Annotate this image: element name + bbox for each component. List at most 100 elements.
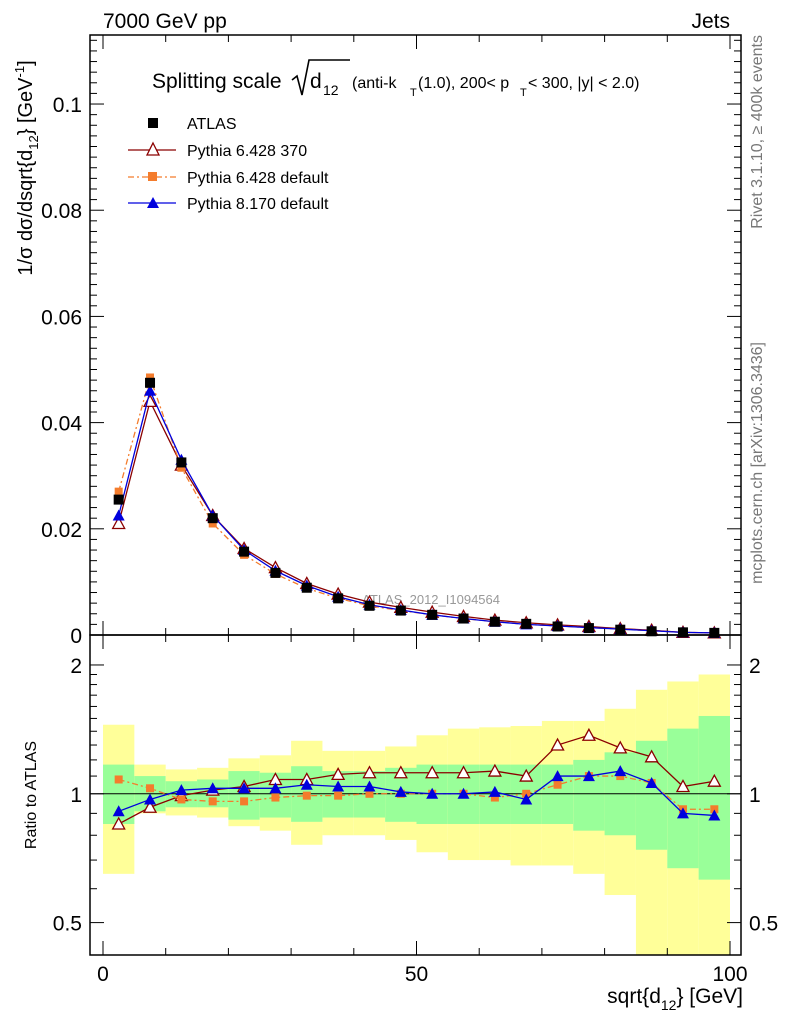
ratio-data-point [331, 767, 346, 781]
main-series-line [118, 388, 715, 634]
ratio-data-point [581, 727, 597, 741]
ratio-data-point [488, 785, 501, 797]
legend-label-atlas: ATLAS [187, 116, 237, 133]
ratio-ytick-label: 2 [70, 655, 82, 678]
ratio-ytick-label: 1 [70, 784, 82, 807]
ratio-data-point [394, 785, 407, 797]
ratio-data-point [520, 793, 533, 805]
ratio-data-point [425, 765, 440, 779]
ratio-ticks: 0.5 0.5 1 1 2 2 0 50 100 [53, 635, 778, 986]
ratio-data-point [676, 807, 689, 819]
legend-marker-py8-default [147, 197, 159, 208]
ratio-data-point [175, 784, 188, 796]
main-data-point [177, 463, 186, 472]
main-data-point [146, 373, 155, 382]
ratio-ytick-label: 0.5 [53, 913, 82, 936]
main-data-point [646, 626, 657, 637]
ylabel-a-sub: 12 [26, 135, 41, 149]
ratio-data-point [645, 776, 658, 788]
ratio-data-point [177, 795, 186, 804]
xlabel-b: } [GeV] [676, 985, 743, 1008]
legend-label-py6-default: Pythia 6.428 default [187, 170, 329, 187]
main-ylabel: 1/σ dσ/dsqrt{d12} [GeV-1] [12, 60, 41, 275]
ratio-data-point [550, 737, 565, 751]
main-data-point [395, 605, 406, 616]
main-data-point [521, 618, 532, 629]
main-panel: 0 0.02 0.04 0.06 0.08 0.1 ATLAS_2012_I1094564… [12, 34, 742, 648]
ratio-data-point [710, 805, 719, 814]
main-ytick-label: 0.06 [41, 306, 82, 329]
ratio-series-line [118, 734, 715, 825]
ratio-xlabel: sqrt{d12} [GeV] [607, 985, 743, 1013]
main-data-point [552, 621, 563, 632]
main-data-point [615, 624, 626, 635]
ratio-data-point [114, 775, 123, 784]
legend: ATLAS Pythia 6.428 370 Pythia 6.428 defa… [128, 116, 329, 213]
ratio-data-point [553, 780, 562, 789]
main-data-point [270, 567, 281, 578]
main-data-point [458, 613, 469, 624]
ratio-data-point [582, 770, 595, 782]
main-ytick-label: 0.02 [41, 519, 82, 542]
ratio-data-point [112, 805, 125, 817]
ratio-data-point [708, 809, 721, 821]
main-ticks: 0 0.02 0.04 0.06 0.08 0.1 [41, 35, 741, 648]
ratio-data-point [551, 770, 564, 782]
main-ytick-label: 0 [70, 625, 82, 648]
ratio-band-inner [698, 715, 730, 880]
ratio-data-point [675, 779, 691, 793]
ratio-bands [103, 674, 730, 955]
ylabel-a: 1/σ dσ/dsqrt{d [15, 150, 37, 276]
ratio-data-point [271, 793, 280, 802]
watermark: ATLAS_2012_I1094564 [362, 592, 500, 607]
ratio-data-point [707, 773, 722, 787]
legend-marker-atlas [148, 118, 158, 128]
ratio-xtick-label: 100 [712, 963, 747, 986]
ratio-xtick-label: 50 [405, 963, 428, 986]
ratio-series-line [118, 770, 715, 817]
side-label-top: Rivet 3.1.10, ≥ 400k events [749, 35, 766, 229]
main-data-point [144, 384, 157, 396]
ratio-ytick-label-right: 0.5 [749, 913, 778, 936]
ratio-data-point [457, 787, 470, 799]
ratio-data-point [144, 793, 157, 805]
ratio-ytick-label-right: 1 [749, 784, 761, 807]
main-data-point [114, 487, 123, 496]
main-data-point [176, 457, 187, 468]
ratio-xtick-label: 0 [97, 963, 109, 986]
main-ytick-label: 0.08 [41, 200, 82, 223]
ratio-ylabel: Ratio to ATLAS [23, 741, 40, 849]
main-data-point [709, 627, 720, 638]
ratio-panel: 0.5 0.5 1 1 2 2 0 50 100 Ratio to ATLAS sqrt{d12… [23, 634, 778, 1013]
main-series [111, 373, 722, 639]
ratio-data-point [426, 787, 439, 799]
title-lead: Splitting scale [152, 70, 282, 93]
ratio-data-point [206, 782, 219, 794]
ratio-series-line [118, 775, 715, 810]
ratio-data-point [269, 782, 282, 794]
ylabel-b-sup: -1 [12, 66, 27, 78]
legend-label-py6-370: Pythia 6.428 370 [187, 143, 307, 160]
ratio-data-point [487, 763, 502, 777]
ratio-data-point [238, 782, 251, 794]
title-c: < 300, |y| < 2.0) [528, 75, 640, 92]
main-data-point [145, 377, 156, 388]
ratio-data-point [142, 799, 158, 813]
ratio-ytick-label-right: 2 [749, 655, 761, 678]
main-data-point [112, 509, 125, 521]
ratio-frame [89, 634, 742, 956]
header-left: 7000 GeV pp [103, 10, 227, 33]
ratio-series [111, 727, 722, 830]
main-data-point [301, 582, 312, 593]
ratio-data-point [519, 768, 534, 782]
title-b-sub: T [520, 87, 527, 99]
ratio-data-point [644, 749, 659, 763]
ratio-data-point [111, 816, 126, 830]
ratio-band-inner [228, 771, 260, 820]
title-a-sub: T [410, 87, 417, 99]
ratio-data-point [208, 797, 217, 806]
main-data-point [333, 593, 344, 604]
ratio-data-point [334, 791, 343, 800]
